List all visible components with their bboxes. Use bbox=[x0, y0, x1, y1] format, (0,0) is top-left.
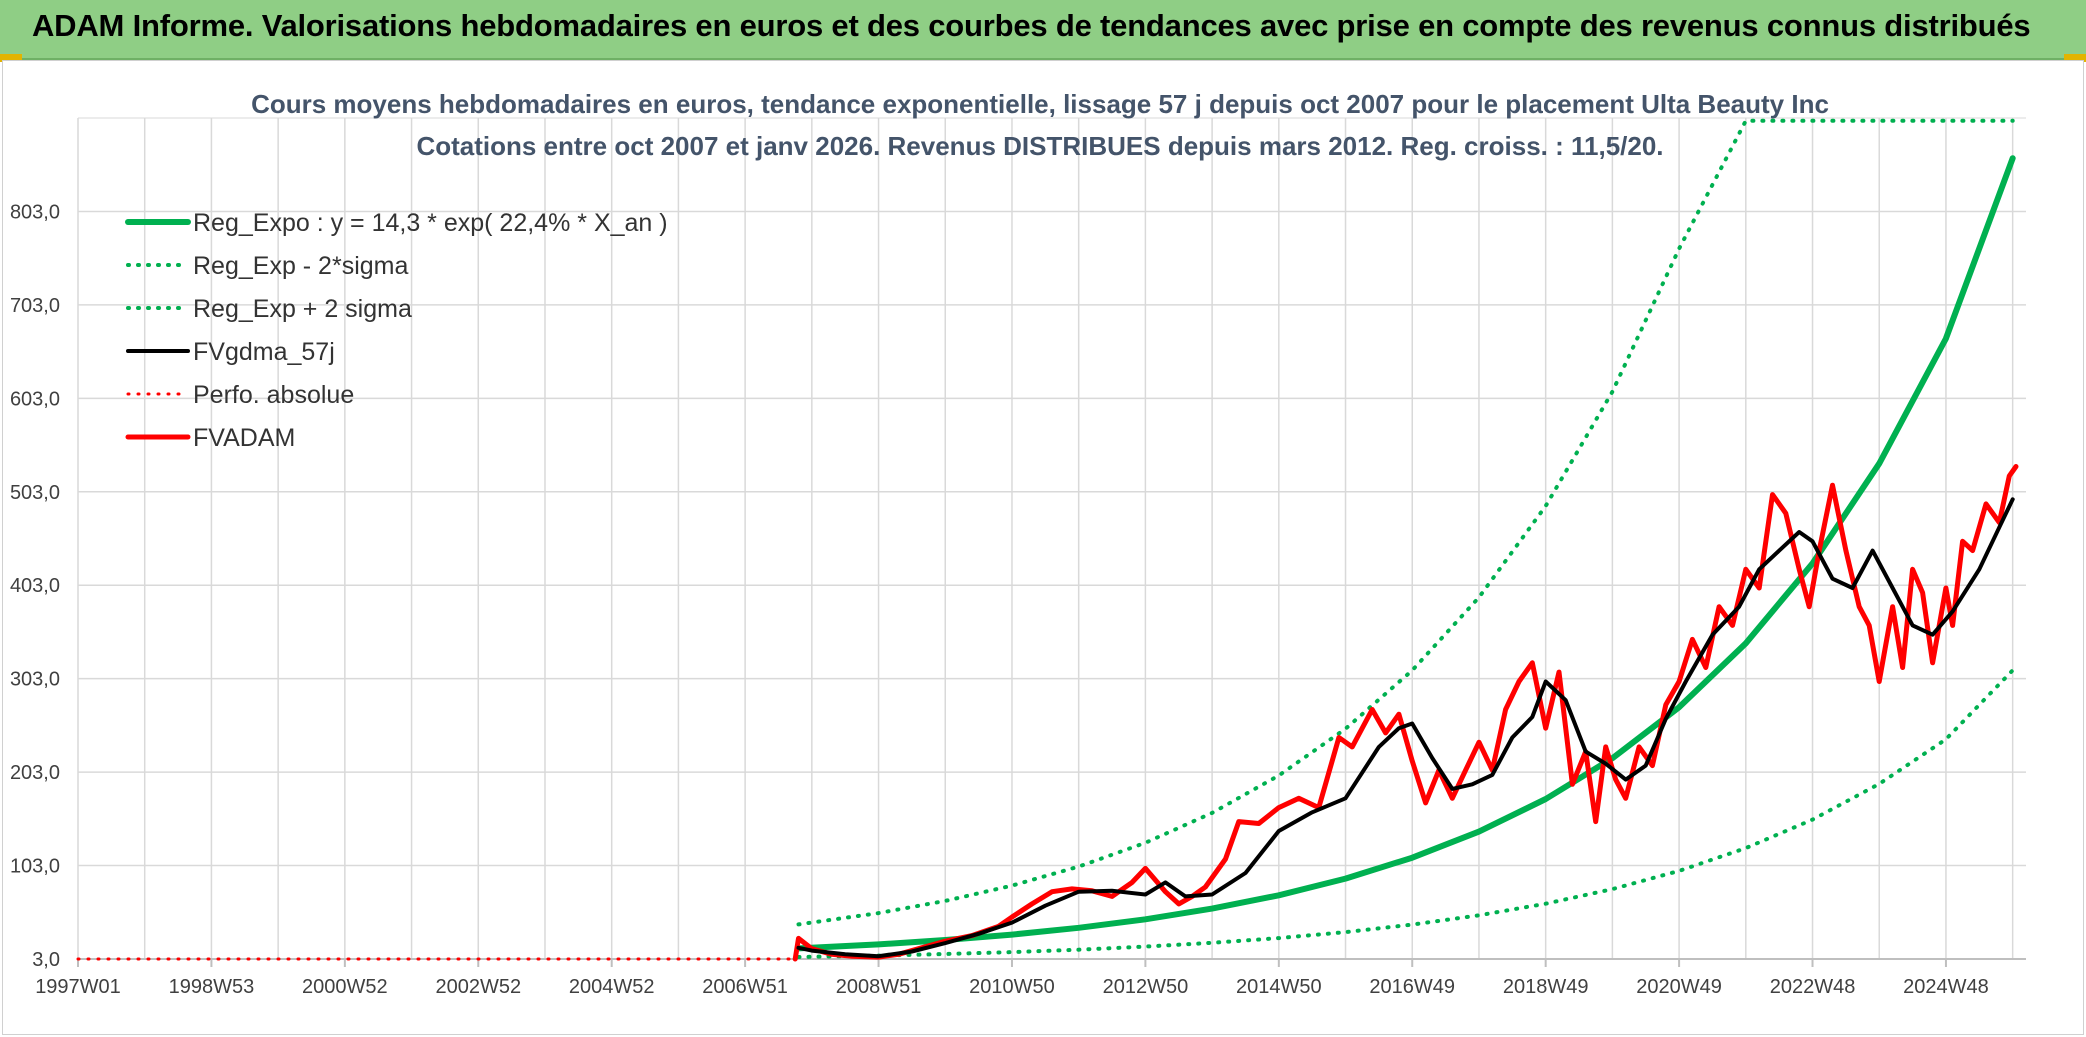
legend-label: Reg_Expo : y = 14,3 * exp( 22,4% * X_an … bbox=[193, 209, 668, 237]
y-tick-label: 3,0 bbox=[32, 949, 60, 971]
legend-label: Reg_Exp + 2 sigma bbox=[193, 295, 412, 323]
x-tick-label: 1998W53 bbox=[169, 976, 255, 998]
series-line-reg-exp-2-sigma bbox=[796, 668, 2015, 959]
legend-label: FVADAM bbox=[193, 424, 295, 452]
chart-title-line-2: Cotations entre oct 2007 et janv 2026. R… bbox=[416, 131, 1663, 161]
legend-label: FVgdma_57j bbox=[193, 338, 335, 366]
y-tick-label: 303,0 bbox=[10, 669, 60, 691]
x-tick-label: 2008W51 bbox=[836, 976, 922, 998]
y-tick-label: 103,0 bbox=[10, 856, 60, 878]
y-tick-label: 203,0 bbox=[10, 762, 60, 784]
series-line-reg-exp-2-sigma bbox=[796, 118, 2015, 927]
y-axis-ticks: 3,0 103,0 203,0 303,0 403,0 503,0 603,0 703,0 80… bbox=[10, 201, 60, 971]
x-tick-label: 2022W48 bbox=[1770, 976, 1856, 998]
x-tick-label: 2012W50 bbox=[1103, 976, 1189, 998]
x-axis-ticks: 1997W01 1998W53 2000W52 2002W52 2004W52 2006W… bbox=[35, 959, 1989, 998]
chart-title-line-1: Cours moyens hebdomadaires en euros, ten… bbox=[251, 89, 1829, 119]
corner-mark-left bbox=[0, 54, 22, 62]
y-tick-label: 703,0 bbox=[10, 295, 60, 317]
series-line-fvadam bbox=[792, 464, 2019, 962]
header-banner: ADAM Informe. Valorisations hebdomadaire… bbox=[0, 0, 2086, 60]
y-tick-label: 803,0 bbox=[10, 201, 60, 223]
y-tick-label: 403,0 bbox=[10, 575, 60, 597]
series-line-fvgdma-57j bbox=[796, 497, 2015, 959]
legend-label: Reg_Exp - 2*sigma bbox=[193, 252, 408, 280]
y-tick-label: 603,0 bbox=[10, 388, 60, 410]
legend: Reg_Expo : y = 14,3 * exp( 22,4% * X_an … bbox=[125, 209, 668, 452]
y-tick-label: 503,0 bbox=[10, 482, 60, 504]
x-tick-label: 1997W01 bbox=[35, 976, 121, 998]
corner-mark-right bbox=[2064, 54, 2086, 62]
x-tick-label: 2004W52 bbox=[569, 976, 655, 998]
x-tick-label: 2000W52 bbox=[302, 976, 388, 998]
x-tick-label: 2010W50 bbox=[969, 976, 1055, 998]
x-tick-label: 2016W49 bbox=[1369, 976, 1455, 998]
x-tick-label: 2014W50 bbox=[1236, 976, 1322, 998]
series-layer bbox=[76, 118, 2019, 962]
series-line-reg-expo-y-14-3-exp-22-4-x-an bbox=[795, 155, 2016, 952]
x-tick-label: 2002W52 bbox=[435, 976, 521, 998]
legend-label: Perfo. absolue bbox=[193, 381, 354, 409]
x-tick-label: 2024W48 bbox=[1903, 976, 1989, 998]
x-tick-label: 2020W49 bbox=[1636, 976, 1722, 998]
page-title: ADAM Informe. Valorisations hebdomadaire… bbox=[32, 8, 2031, 43]
x-tick-label: 2018W49 bbox=[1503, 976, 1589, 998]
chart-grid bbox=[77, 117, 2026, 960]
x-tick-label: 2006W51 bbox=[702, 976, 788, 998]
chart-frame bbox=[2, 60, 2084, 1035]
